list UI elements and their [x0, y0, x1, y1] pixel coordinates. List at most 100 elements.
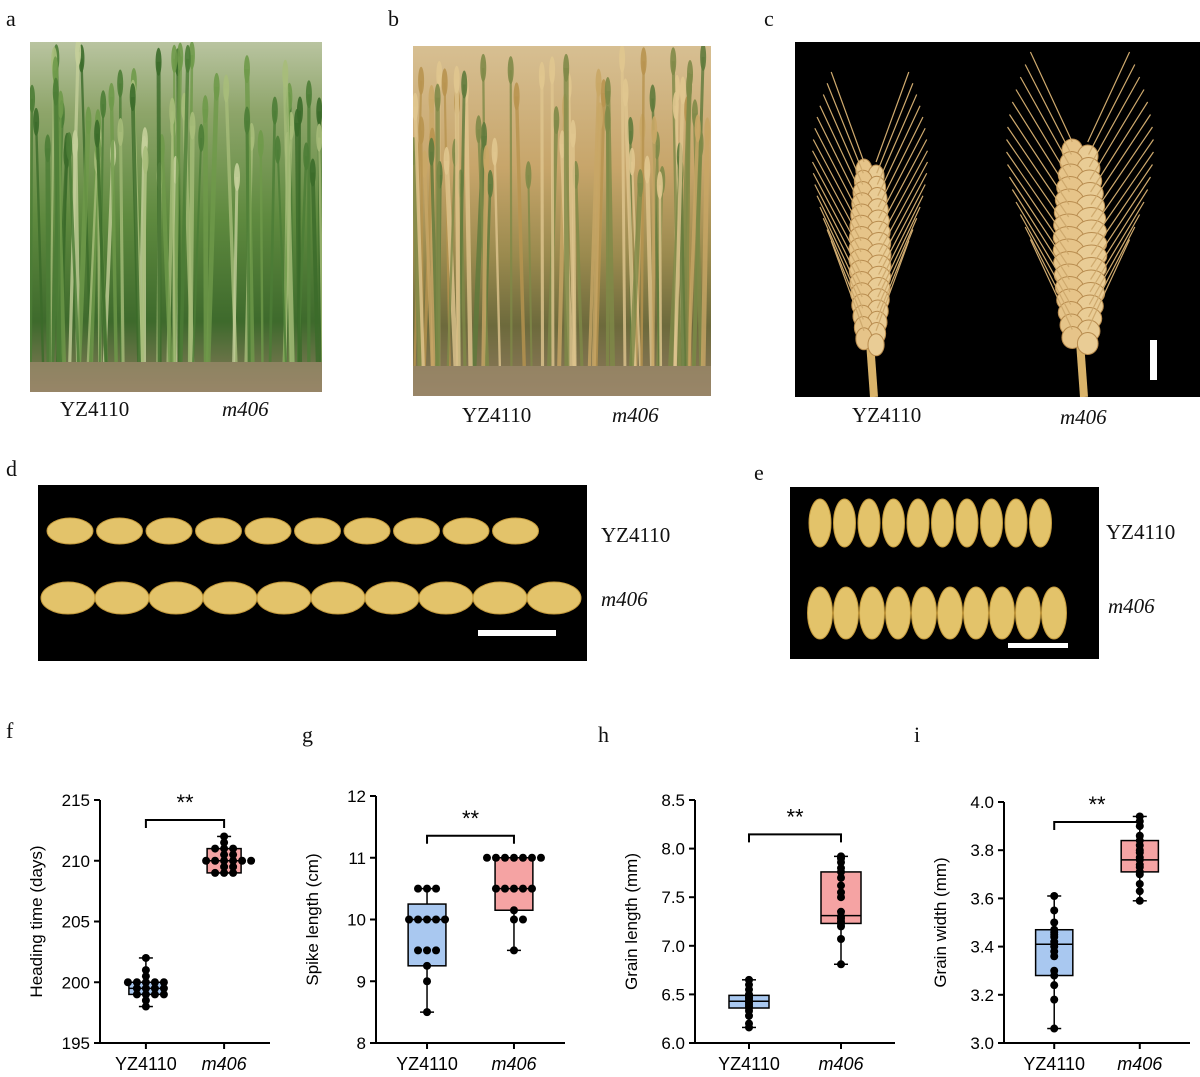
grain-yz4110 [955, 498, 979, 548]
grain-length-photo [38, 485, 587, 661]
data-point [1135, 860, 1144, 869]
box-m406 [1120, 839, 1160, 873]
grain-m406 [1015, 586, 1041, 640]
data-point [745, 1019, 753, 1028]
data-point [837, 854, 845, 863]
data-point [1050, 966, 1059, 975]
data-point [132, 990, 141, 999]
data-point [1050, 932, 1059, 941]
data-point [837, 919, 845, 928]
significance-label: ** [462, 806, 480, 831]
data-point [211, 856, 220, 865]
grain-m406 [418, 581, 474, 615]
data-point [1050, 930, 1059, 939]
data-point [745, 990, 753, 999]
data-point [509, 946, 518, 955]
data-point [423, 1008, 432, 1017]
data-point [1135, 870, 1144, 879]
data-point [159, 990, 168, 999]
grain-yz4110 [393, 517, 440, 545]
significance-label: ** [1088, 792, 1106, 817]
data-point [1050, 971, 1059, 980]
data-point [745, 993, 753, 1002]
y-tick-label: 4.0 [970, 793, 994, 812]
data-point [509, 853, 518, 862]
data-point [414, 884, 423, 893]
grain-m406 [40, 581, 96, 615]
data-point [1135, 896, 1144, 905]
data-point [745, 1011, 753, 1020]
data-point [441, 915, 450, 924]
grain-yz4110 [492, 517, 539, 545]
grain-m406 [989, 586, 1015, 640]
significance-label: ** [176, 790, 194, 815]
box-m406 [820, 871, 862, 925]
x-tick-label: YZ4110 [718, 1054, 780, 1074]
boxplot-h: 6.0 6.5 7.0 7.5 8.0 8.5 Grain length (mm) YZ411… [622, 791, 895, 1074]
data-point [141, 996, 150, 1005]
y-tick-label: 11 [348, 849, 366, 868]
spike-yz4110 [811, 71, 929, 397]
data-point [229, 856, 238, 865]
x-tick-label: m406 [818, 1054, 864, 1074]
significance-bracket [1053, 821, 1141, 830]
y-tick-label: 12 [347, 787, 366, 806]
data-point [141, 966, 150, 975]
data-point [1135, 822, 1144, 831]
caption-b-left: YZ4110 [462, 403, 532, 427]
data-point [745, 1004, 753, 1013]
y-tick-label: 210 [62, 852, 90, 871]
grain-m406 [310, 581, 366, 615]
caption-d-top: YZ4110 [601, 523, 671, 547]
data-point [220, 844, 229, 853]
grain-m406 [202, 581, 258, 615]
data-point [1135, 846, 1144, 855]
panel-label-e: e [754, 460, 764, 485]
y-tick-label: 7.0 [661, 937, 685, 956]
data-point [837, 881, 845, 890]
data-point [202, 856, 211, 865]
data-point [423, 977, 432, 986]
box-YZ4110 [1034, 928, 1074, 977]
data-point [1050, 928, 1059, 937]
data-point [1135, 836, 1144, 845]
data-point [1050, 942, 1059, 951]
y-tick-label: 3.6 [970, 889, 994, 908]
significance-bracket [748, 833, 842, 843]
data-point [1135, 863, 1144, 872]
box-YZ4110 [407, 903, 447, 967]
grain-m406 [859, 586, 885, 640]
data-point [1050, 947, 1059, 956]
grain-yz4110 [195, 517, 242, 545]
data-point [745, 1002, 753, 1011]
data-point [1050, 995, 1059, 1004]
data-point [1135, 817, 1144, 826]
grain-yz4110 [442, 517, 490, 545]
data-point [745, 985, 753, 994]
grain-yz4110 [145, 517, 193, 545]
grain-yz4110 [96, 517, 143, 545]
field-photo-green [30, 42, 322, 392]
data-point [159, 978, 168, 987]
grains-widthwise [807, 498, 1068, 648]
data-point [229, 868, 238, 877]
x-tick-label: m406 [1117, 1054, 1163, 1074]
mature-field-illustration [413, 46, 711, 396]
data-point [1135, 831, 1144, 840]
y-tick-label: 7.5 [661, 888, 685, 907]
data-point [405, 915, 414, 924]
scale-bar-d [478, 630, 556, 636]
boxplot-i: 3.0 3.2 3.4 3.6 3.8 4.0 Grain width (mm) YZ4110… [931, 792, 1190, 1074]
data-point [518, 853, 527, 862]
y-tick-label: 9 [357, 972, 366, 991]
caption-a-right: m406 [222, 397, 269, 421]
data-point [837, 922, 845, 931]
data-point [247, 856, 256, 865]
data-point [1050, 1024, 1059, 1033]
data-point [141, 953, 150, 962]
grain-yz4110 [857, 498, 881, 548]
data-point [150, 978, 159, 987]
y-tick-label: 3.8 [970, 841, 994, 860]
data-point [229, 850, 238, 859]
data-point [745, 996, 753, 1005]
